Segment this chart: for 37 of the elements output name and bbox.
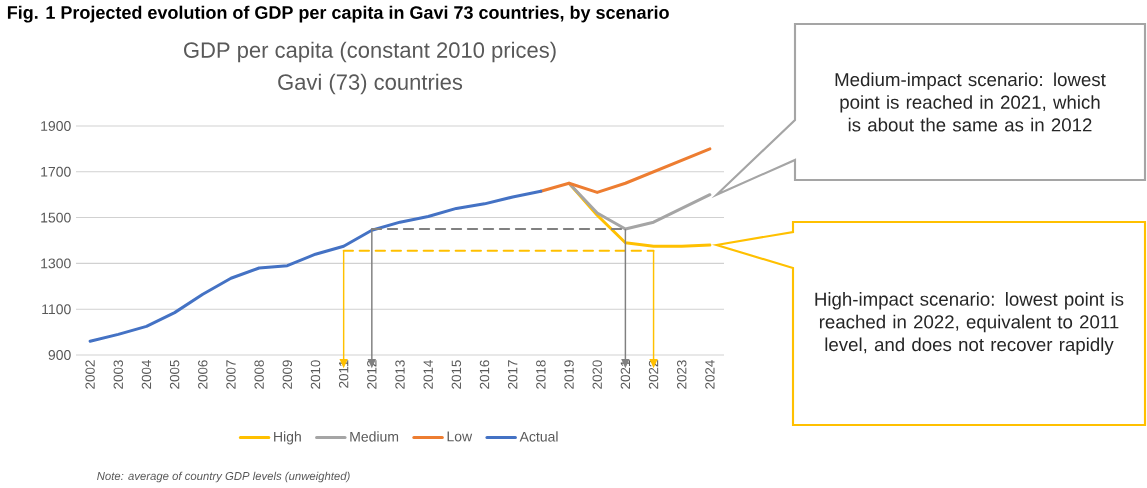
x-tick-label: 2002: [85, 360, 95, 389]
x-tick-label: 2014: [423, 360, 433, 389]
text: Note: average of country GDP levels (unweighted): [97, 471, 350, 483]
text: Medium-impact scenario: lowest point is reached in 2021, which is about the same as in 2012: [835, 72, 1106, 132]
y-tick-label: 1100: [42, 304, 71, 315]
x-tick-label: 2003: [113, 360, 123, 389]
text: High-impact scenario: lowest point is reached in 2022, equivalent to 2011 level, and does not recover rapidly: [815, 292, 1124, 355]
x-tick-label: 2005: [169, 360, 180, 389]
y-tick-label: 1300: [41, 258, 71, 269]
x-tick-label: 2010: [310, 360, 321, 389]
x-tick-label: 2020: [592, 360, 602, 389]
x-tick-label: 2013: [395, 360, 405, 389]
x-tick-label: 2024: [705, 360, 715, 389]
x-tick-label: 2004: [141, 360, 152, 389]
x-tick-label: 2015: [451, 360, 462, 389]
chart-subtitle: Gavi (73) countries: [278, 73, 463, 95]
caption: Fig. 1 Projected evolution of GDP per capita in Gavi 73 countries, by scenario: [7, 5, 669, 23]
chart-title: GDP per capita (constant 2010 prices): [184, 41, 556, 63]
x-tick-label: 2009: [282, 360, 293, 389]
legend-label: Actual: [519, 431, 558, 442]
x-tick-label: 2017: [507, 360, 518, 389]
legend-label: Low: [447, 431, 473, 442]
legend-label: High: [274, 431, 301, 445]
x-tick-label: 2018: [536, 360, 546, 389]
x-tick-label: 2008: [254, 360, 264, 389]
y-tick-label: 1900: [41, 121, 71, 131]
y-tick-label: 1500: [41, 212, 71, 223]
x-tick-label: 2023: [677, 360, 687, 389]
line-series: [88, 189, 543, 343]
x-tick-label: 2019: [564, 360, 574, 389]
x-tick-label: 2022: [648, 360, 659, 389]
x-tick-label: 2006: [198, 360, 208, 389]
legend-label: Medium: [350, 431, 399, 442]
x-tick-label: 2007: [226, 360, 236, 389]
x-tick-label: 2016: [479, 360, 490, 389]
y-tick-label: 900: [48, 350, 71, 360]
y-tick-label: 1700: [41, 166, 71, 177]
